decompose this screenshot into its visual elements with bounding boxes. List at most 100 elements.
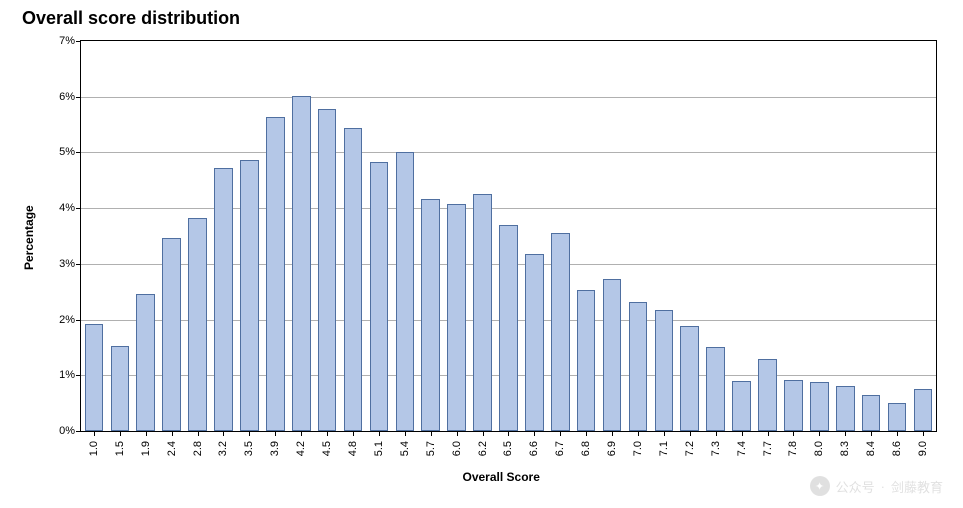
- bar: [577, 290, 596, 432]
- bar-slot: 1.9: [133, 41, 159, 431]
- bar: [629, 302, 648, 431]
- bar: [499, 225, 518, 431]
- bar-slot: 7.1: [651, 41, 677, 431]
- x-tick-label: 1.0: [88, 441, 100, 456]
- bar-slot: 3.2: [211, 41, 237, 431]
- bar-slot: 7.8: [780, 41, 806, 431]
- bar: [836, 386, 855, 431]
- watermark-text: 剑藤教育: [891, 477, 943, 496]
- x-tick-mark: [301, 431, 302, 436]
- plot-area: 0%1%2%3%4%5%6%7%1.01.51.92.42.83.23.53.9…: [80, 40, 937, 432]
- x-tick-label: 6.5: [502, 441, 514, 456]
- x-tick-mark: [457, 431, 458, 436]
- x-tick-mark: [871, 431, 872, 436]
- bar-slot: 2.4: [159, 41, 185, 431]
- bar: [784, 380, 803, 431]
- x-tick-mark: [768, 431, 769, 436]
- bar: [240, 160, 259, 431]
- chart-container: Overall score distribution Percentage 0%…: [0, 0, 963, 508]
- bar-slot: 8.4: [858, 41, 884, 431]
- x-tick-label: 6.6: [528, 441, 540, 456]
- x-tick-label: 7.4: [736, 441, 748, 456]
- bar-slot: 6.0: [444, 41, 470, 431]
- x-tick-label: 5.1: [373, 441, 385, 456]
- x-tick-label: 4.8: [347, 441, 359, 456]
- y-tick-label: 6%: [59, 91, 75, 103]
- x-tick-mark: [534, 431, 535, 436]
- x-tick-mark: [845, 431, 846, 436]
- x-tick-mark: [172, 431, 173, 436]
- bar: [318, 109, 337, 431]
- x-tick-label: 8.0: [813, 441, 825, 456]
- bar-slot: 8.0: [806, 41, 832, 431]
- x-tick-label: 8.3: [839, 441, 851, 456]
- x-tick-mark: [716, 431, 717, 436]
- x-tick-label: 3.5: [243, 441, 255, 456]
- x-tick-mark: [586, 431, 587, 436]
- bar-slot: 4.5: [314, 41, 340, 431]
- x-tick-label: 4.2: [295, 441, 307, 456]
- x-tick-mark: [431, 431, 432, 436]
- bar: [111, 346, 130, 431]
- bar-slot: 4.8: [340, 41, 366, 431]
- watermark-sep: ·: [881, 479, 885, 494]
- y-tick-label: 0%: [59, 425, 75, 437]
- x-tick-label: 4.5: [321, 441, 333, 456]
- x-tick-mark: [94, 431, 95, 436]
- watermark-label: 公众号: [836, 477, 875, 496]
- x-tick-label: 7.3: [710, 441, 722, 456]
- x-tick-label: 2.4: [166, 441, 178, 456]
- x-tick-label: 8.6: [891, 441, 903, 456]
- bar-slot: 6.2: [470, 41, 496, 431]
- y-tick-label: 7%: [59, 35, 75, 47]
- bar: [292, 96, 311, 431]
- bar: [447, 204, 466, 431]
- x-tick-mark: [664, 431, 665, 436]
- x-tick-label: 1.9: [140, 441, 152, 456]
- bar-slot: 8.6: [884, 41, 910, 431]
- x-tick-mark: [223, 431, 224, 436]
- x-tick-mark: [327, 431, 328, 436]
- bar-slot: 7.2: [677, 41, 703, 431]
- bar-slot: 6.9: [599, 41, 625, 431]
- bar-slot: 5.7: [418, 41, 444, 431]
- bar: [706, 347, 725, 431]
- bar: [914, 389, 933, 431]
- bar: [266, 117, 285, 431]
- x-tick-mark: [198, 431, 199, 436]
- bar: [344, 128, 363, 431]
- bar-slot: 1.0: [81, 41, 107, 431]
- wechat-icon: ✦: [810, 476, 830, 496]
- y-axis-title: Percentage: [22, 205, 36, 270]
- watermark: ✦ 公众号 · 剑藤教育: [810, 476, 943, 496]
- x-tick-label: 8.4: [865, 441, 877, 456]
- chart-title: Overall score distribution: [22, 8, 240, 29]
- x-tick-label: 6.0: [451, 441, 463, 456]
- bar: [214, 168, 233, 431]
- bar: [162, 238, 181, 431]
- x-tick-mark: [793, 431, 794, 436]
- bar: [525, 254, 544, 431]
- x-tick-label: 9.0: [917, 441, 929, 456]
- x-tick-mark: [638, 431, 639, 436]
- x-tick-label: 6.9: [606, 441, 618, 456]
- bar-slot: 7.3: [703, 41, 729, 431]
- x-tick-label: 7.1: [658, 441, 670, 456]
- bar-slot: 5.1: [366, 41, 392, 431]
- bar-slot: 9.0: [910, 41, 936, 431]
- bar-slot: 6.7: [547, 41, 573, 431]
- bar: [603, 279, 622, 431]
- bar: [732, 381, 751, 431]
- y-tick-label: 5%: [59, 146, 75, 158]
- bar: [85, 324, 104, 431]
- x-tick-mark: [897, 431, 898, 436]
- x-tick-label: 7.0: [632, 441, 644, 456]
- x-tick-mark: [923, 431, 924, 436]
- bar: [188, 218, 207, 431]
- x-tick-label: 3.9: [269, 441, 281, 456]
- bar: [421, 199, 440, 431]
- x-axis-title: Overall Score: [463, 470, 540, 484]
- y-tick-label: 3%: [59, 258, 75, 270]
- x-tick-mark: [405, 431, 406, 436]
- bar-slot: 4.2: [288, 41, 314, 431]
